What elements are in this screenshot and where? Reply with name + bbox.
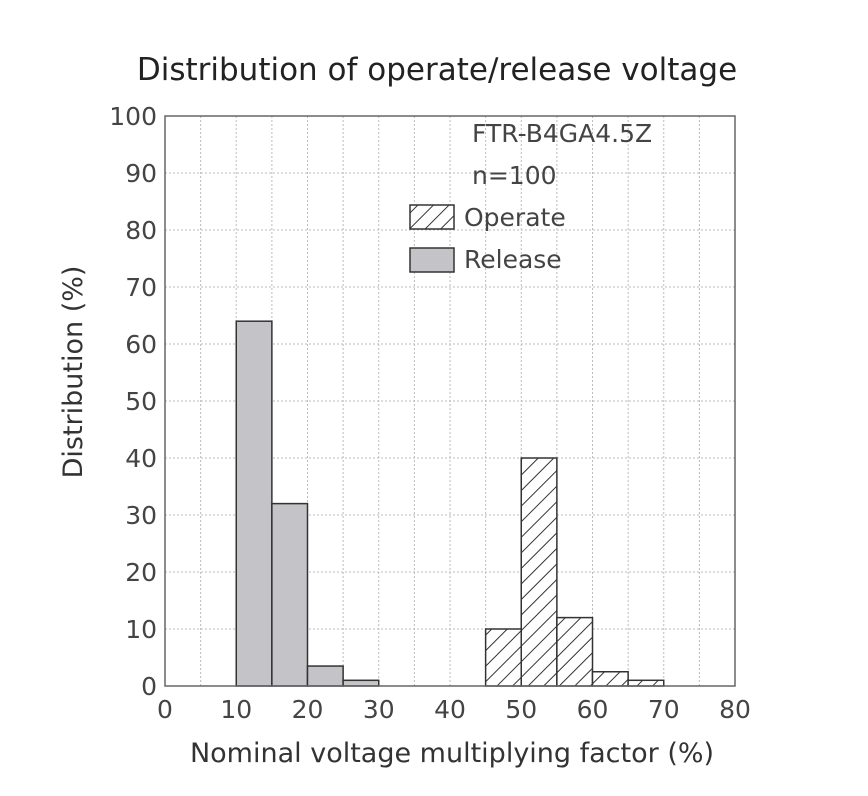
x-tick-label: 10 (220, 695, 252, 724)
bar-operate-45-50 (484, 628, 522, 687)
bar-operate-50-55 (520, 457, 558, 687)
bar-release-10-15 (235, 320, 273, 687)
y-tick-label: 10 (125, 615, 157, 644)
bar-operate-60-65 (591, 671, 629, 687)
legend: Operate Release (409, 203, 566, 274)
x-tick-label: 70 (648, 695, 680, 724)
bar-operate-55-60 (556, 616, 594, 687)
bars-layer (235, 320, 665, 687)
x-axis-label: Nominal voltage multiplying factor (%) (190, 738, 714, 769)
x-axis-ticks: 0 10 20 30 40 50 60 70 80 (157, 695, 751, 724)
x-tick-label: 0 (157, 695, 173, 724)
plot-frame (164, 115, 736, 687)
x-tick-label: 60 (577, 695, 609, 724)
bar-release-15-20 (271, 502, 309, 687)
x-tick-label: 50 (505, 695, 537, 724)
y-tick-label: 70 (125, 273, 157, 302)
y-tick-label: 20 (125, 558, 157, 587)
y-tick-label: 100 (109, 102, 157, 131)
x-tick-label: 80 (719, 695, 751, 724)
y-tick-label: 80 (125, 216, 157, 245)
y-tick-label: 0 (141, 672, 157, 701)
bar-operate-65-70 (627, 679, 665, 687)
legend-label-release: Release (464, 245, 562, 274)
legend-label-operate: Operate (464, 203, 566, 232)
y-tick-label: 60 (125, 330, 157, 359)
y-tick-label: 40 (125, 444, 157, 473)
legend-swatch-operate (409, 204, 455, 230)
y-axis-label: Distribution (%) (58, 266, 89, 479)
x-tick-label: 40 (434, 695, 466, 724)
x-tick-label: 20 (292, 695, 324, 724)
x-tick-label: 30 (363, 695, 395, 724)
model-annotation: FTR-B4GA4.5Z (472, 119, 652, 148)
sample-size-annotation: n=100 (472, 161, 557, 190)
grid-lines (165, 116, 735, 686)
y-axis-ticks: 0 10 20 30 40 50 60 70 80 90 100 (109, 102, 157, 701)
legend-swatch-release (409, 247, 455, 273)
y-tick-label: 50 (125, 387, 157, 416)
y-tick-label: 90 (125, 159, 157, 188)
y-tick-label: 30 (125, 501, 157, 530)
bar-release-25-30 (342, 679, 380, 687)
chart-title: Distribution of operate/release voltage (137, 52, 737, 88)
bar-release-20-25 (306, 665, 344, 687)
